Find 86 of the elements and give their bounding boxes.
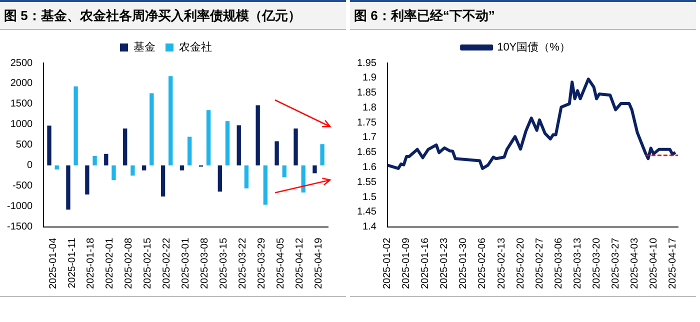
- x-tick-label: 2025-01-04: [48, 237, 59, 290]
- x-tick-label: 2025-03-27: [610, 237, 622, 290]
- bar: [263, 165, 268, 205]
- x-tick-label: 2025-01-11: [66, 237, 78, 288]
- legend-label: 农金社: [179, 40, 212, 54]
- x-tick-label: 2025-02-20: [515, 237, 526, 290]
- bar: [244, 165, 249, 188]
- bar: [150, 93, 154, 166]
- bar: [218, 165, 222, 192]
- y-tick-label: 1.85: [356, 88, 377, 99]
- x-tick-label: 2025-01-23: [439, 237, 450, 290]
- bar: [123, 128, 128, 166]
- bar: [301, 165, 306, 192]
- x-tick-label: 2025-04-10: [648, 237, 660, 290]
- x-tick-label: 2025-02-08: [124, 237, 135, 290]
- x-tick-label: 2025-04-03: [629, 237, 640, 290]
- bar: [236, 125, 241, 166]
- x-tick-label: 2025-04-19: [313, 237, 324, 290]
- bar: [74, 86, 78, 166]
- bar: [256, 105, 260, 166]
- bar: [160, 165, 166, 197]
- x-tick-label: 2025-03-06: [553, 237, 564, 290]
- x-tick-label: 2025-01-30: [458, 237, 470, 290]
- x-tick-label: 2025-03-13: [572, 237, 584, 290]
- chart-title: 图 5：基金、农金社各周净买入利率债规模（亿元）: [0, 0, 346, 30]
- bar: [187, 136, 192, 166]
- x-tick-label: 2025-02-27: [534, 237, 546, 290]
- bar: [274, 141, 279, 166]
- x-tick-label: 2025-04-17: [667, 237, 678, 290]
- y-tick-label: 2000: [10, 78, 34, 90]
- y-tick-label: 1500: [10, 98, 34, 110]
- y-tick-label: 1.4: [362, 222, 377, 233]
- x-tick-label: 2025-03-01: [180, 237, 192, 290]
- y-tick-label: 1.9: [362, 72, 377, 84]
- bar: [282, 165, 286, 178]
- x-tick-label: 2025-01-16: [420, 237, 432, 290]
- bar: [130, 165, 135, 176]
- bar: [54, 165, 59, 170]
- bar: [168, 76, 173, 166]
- bar: [312, 165, 317, 174]
- x-tick-label: 2025-02-22: [162, 237, 173, 290]
- y-tick-label: 500: [16, 140, 34, 151]
- bar: [225, 121, 230, 166]
- x-tick-label: 2025-02-15: [142, 237, 154, 290]
- x-tick-label: 2025-01-18: [86, 237, 97, 290]
- legend-label: 基金: [134, 40, 156, 54]
- legend-label: 10Y国债（%）: [497, 42, 570, 54]
- bar: [92, 156, 97, 166]
- y-tick-label: 1.7: [362, 132, 377, 144]
- bar: [66, 165, 70, 210]
- y-tick-label: 1.6: [362, 162, 377, 174]
- x-tick-label: 2025-01-09: [401, 237, 412, 290]
- bar: [142, 165, 146, 170]
- x-tick-label: 2025-04-12: [294, 237, 306, 290]
- x-tick-label: 2025-04-05: [275, 237, 286, 290]
- x-tick-label: 2025-02-13: [496, 237, 508, 290]
- x-tick-label: 2025-01-02: [382, 237, 394, 290]
- x-tick-label: 2025-03-08: [200, 237, 210, 290]
- y-tick-label: 1.65: [356, 147, 377, 158]
- y-tick-label: 1.45: [356, 206, 377, 218]
- y-tick-label: 1.75: [356, 117, 377, 128]
- x-tick-label: 2025-03-20: [591, 237, 602, 290]
- y-tick-label: -1500: [7, 222, 34, 233]
- bar: [104, 154, 108, 166]
- y-tick-label: 1.95: [356, 58, 377, 69]
- x-tick-label: 2025-02-01: [104, 237, 116, 290]
- y-tick-label: 1.5: [362, 192, 377, 203]
- y-tick-label: 1.55: [356, 176, 377, 188]
- y-tick-label: -500: [12, 180, 34, 192]
- bar: [294, 128, 298, 166]
- x-tick-label: 2025-03-22: [237, 237, 248, 290]
- bar: [85, 165, 90, 194]
- bar: [180, 165, 184, 170]
- y-tick-label: 0: [27, 160, 34, 172]
- bar: [320, 144, 324, 166]
- y-tick-label: 1000: [10, 119, 34, 130]
- y-tick-label: 2500: [10, 58, 34, 69]
- x-tick-label: 2025-03-29: [256, 237, 268, 290]
- x-tick-label: 2025-03-15: [218, 237, 230, 290]
- bar: [206, 110, 211, 166]
- y-tick-label: 1.8: [362, 102, 377, 114]
- chart-title: 图 6：利率已经“下不动”: [350, 0, 696, 30]
- bar: [47, 126, 52, 166]
- x-tick-label: 2025-02-06: [477, 237, 488, 290]
- bar: [112, 165, 116, 180]
- y-tick-label: -1000: [7, 201, 34, 212]
